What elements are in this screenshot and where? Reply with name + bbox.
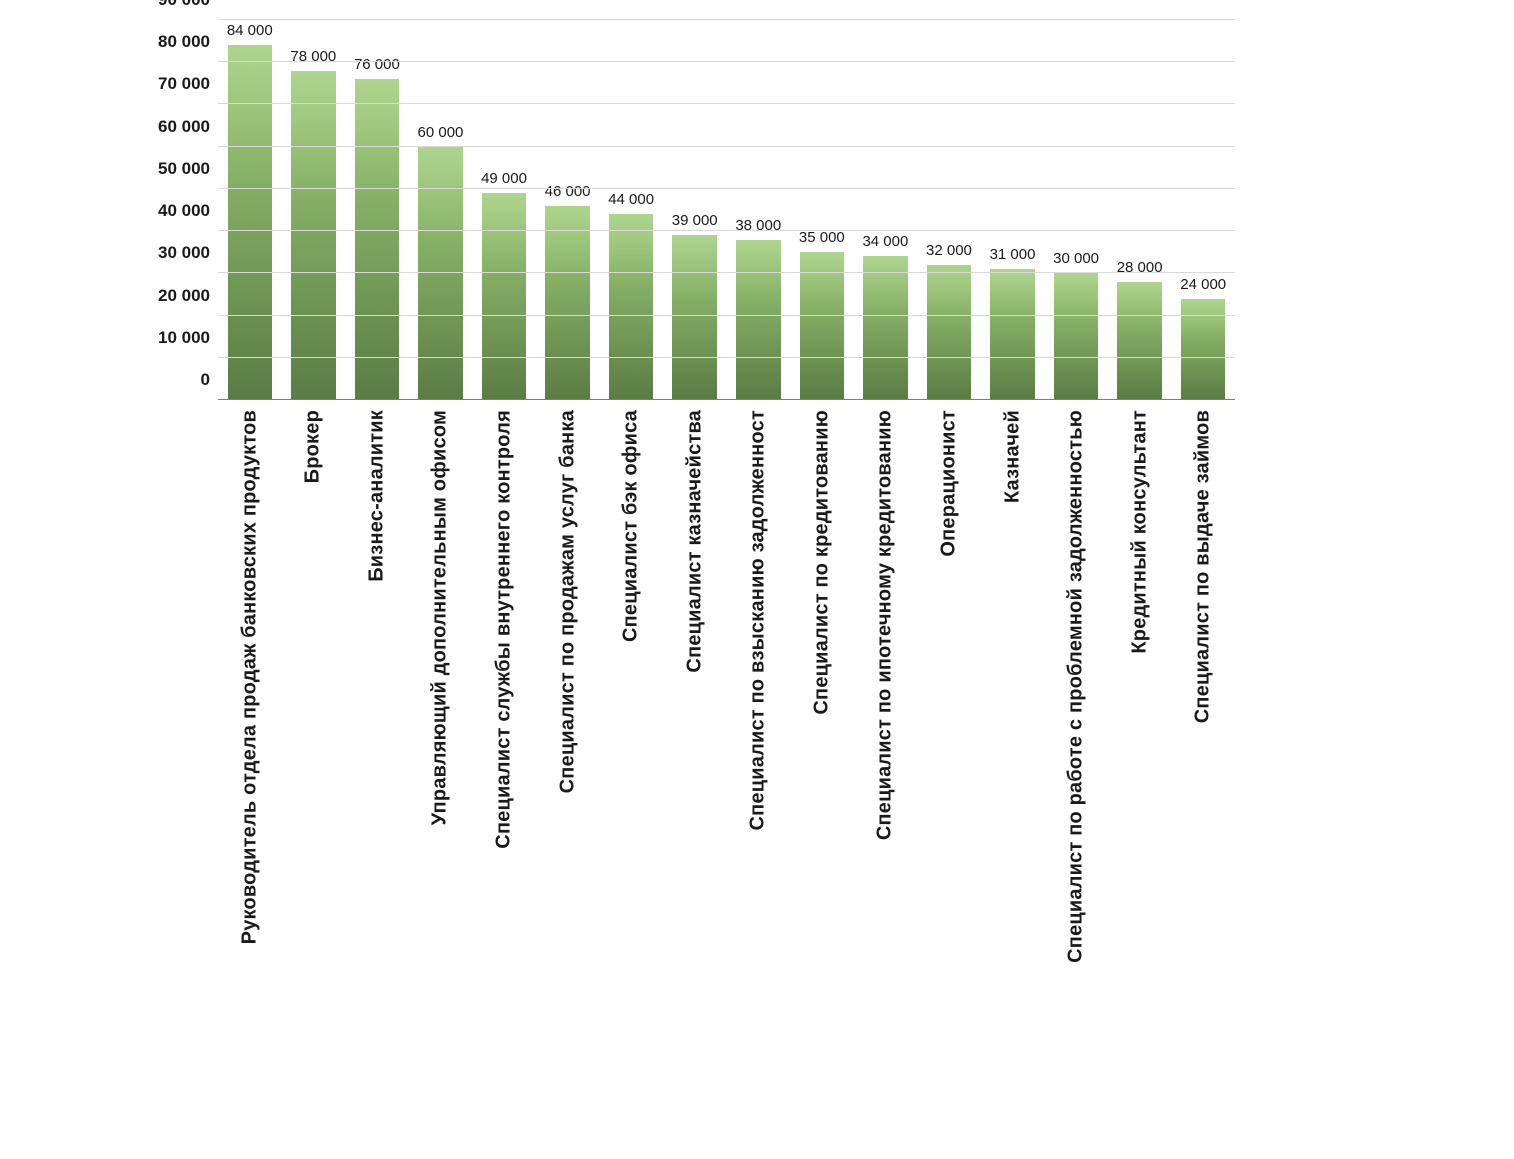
bar-slot: 34 000Специалист по ипотечному кредитова…	[854, 20, 918, 400]
bar: 76 000	[355, 79, 399, 400]
y-tick-label: 40 000	[158, 201, 210, 221]
y-tick-label: 70 000	[158, 74, 210, 94]
value-label: 49 000	[481, 170, 527, 187]
value-label: 34 000	[862, 233, 908, 250]
category-label: Специалист по кредитованию	[810, 400, 833, 1150]
value-label: 46 000	[545, 183, 591, 200]
value-label: 84 000	[227, 22, 273, 39]
category-label: Специалист службы внутреннего контроля	[493, 400, 516, 1150]
y-tick-label: 60 000	[158, 117, 210, 137]
bar-slot: 60 000Управляющий дополнительным офисом	[409, 20, 473, 400]
salary-bar-chart: 84 000Руководитель отдела продаж банковс…	[150, 20, 1235, 600]
bar: 49 000	[482, 193, 526, 400]
y-tick-label: 10 000	[158, 328, 210, 348]
category-label: Специалист по выдаче займов	[1192, 400, 1215, 1150]
category-label: Бизнес-аналитик	[365, 400, 388, 1150]
bar-slot: 84 000Руководитель отдела продаж банковс…	[218, 20, 282, 400]
gridline	[218, 188, 1235, 189]
category-label: Кредитный консультант	[1128, 400, 1151, 1150]
bar-slot: 44 000Специалист бэк офиса	[599, 20, 663, 400]
bar-slot: 32 000Операционист	[917, 20, 981, 400]
value-label: 31 000	[990, 246, 1036, 263]
bar: 30 000	[1054, 273, 1098, 400]
bars-container: 84 000Руководитель отдела продаж банковс…	[218, 20, 1235, 400]
category-label: Казначей	[1001, 400, 1024, 1150]
value-label: 60 000	[418, 124, 464, 141]
bar: 38 000	[736, 240, 780, 400]
bar: 44 000	[609, 214, 653, 400]
y-tick-label: 50 000	[158, 159, 210, 179]
bar: 46 000	[545, 206, 589, 400]
y-tick-label: 80 000	[158, 32, 210, 52]
category-label: Специалист казначейства	[683, 400, 706, 1150]
bar-slot: 28 000Кредитный консультант	[1108, 20, 1172, 400]
bar-slot: 46 000Специалист по продажам услуг банка	[536, 20, 600, 400]
bar: 39 000	[672, 235, 716, 400]
category-label: Специалист по ипотечному кредитованию	[874, 400, 897, 1150]
bar-slot: 24 000Специалист по выдаче займов	[1171, 20, 1235, 400]
gridline	[218, 230, 1235, 231]
bar: 28 000	[1117, 282, 1161, 400]
bar-slot: 31 000Казначей	[981, 20, 1045, 400]
value-label: 39 000	[672, 212, 718, 229]
gridline	[218, 61, 1235, 62]
category-label: Управляющий дополнительным офисом	[429, 400, 452, 1150]
value-label: 32 000	[926, 242, 972, 259]
bar: 78 000	[291, 71, 335, 400]
bar: 32 000	[927, 265, 971, 400]
value-label: 35 000	[799, 229, 845, 246]
bar-slot: 49 000Специалист службы внутреннего конт…	[472, 20, 536, 400]
y-tick-label: 30 000	[158, 243, 210, 263]
bar-slot: 35 000Специалист по кредитованию	[790, 20, 854, 400]
value-label: 76 000	[354, 56, 400, 73]
gridline	[218, 357, 1235, 358]
y-tick-label: 0	[201, 370, 210, 390]
bar-slot: 38 000Специалист по взысканию задолженно…	[727, 20, 791, 400]
bar: 34 000	[863, 256, 907, 400]
category-label: Специалист по продажам услуг банка	[556, 400, 579, 1150]
gridline	[218, 19, 1235, 20]
value-label: 24 000	[1180, 276, 1226, 293]
y-tick-label: 20 000	[158, 286, 210, 306]
category-label: Специалист по работе с проблемной задолж…	[1065, 400, 1088, 1150]
category-label: Брокер	[302, 400, 325, 1150]
category-label: Специалист по взысканию задолженност	[747, 400, 770, 1150]
value-label: 44 000	[608, 191, 654, 208]
gridline	[218, 103, 1235, 104]
category-label: Операционист	[937, 400, 960, 1150]
bar-slot: 30 000Специалист по работе с проблемной …	[1044, 20, 1108, 400]
y-tick-label: 90 000	[158, 0, 210, 10]
category-label: Руководитель отдела продаж банковских пр…	[238, 400, 261, 1150]
x-axis-baseline	[218, 399, 1235, 400]
plot-area: 84 000Руководитель отдела продаж банковс…	[218, 20, 1235, 400]
value-label: 30 000	[1053, 250, 1099, 267]
bar: 84 000	[228, 45, 272, 400]
bar-slot: 39 000Специалист казначейства	[663, 20, 727, 400]
gridline	[218, 315, 1235, 316]
bar: 35 000	[800, 252, 844, 400]
gridline	[218, 146, 1235, 147]
category-label: Специалист бэк офиса	[620, 400, 643, 1150]
bar-slot: 78 000Брокер	[282, 20, 346, 400]
gridline	[218, 272, 1235, 273]
bar-slot: 76 000Бизнес-аналитик	[345, 20, 409, 400]
bar: 31 000	[990, 269, 1034, 400]
